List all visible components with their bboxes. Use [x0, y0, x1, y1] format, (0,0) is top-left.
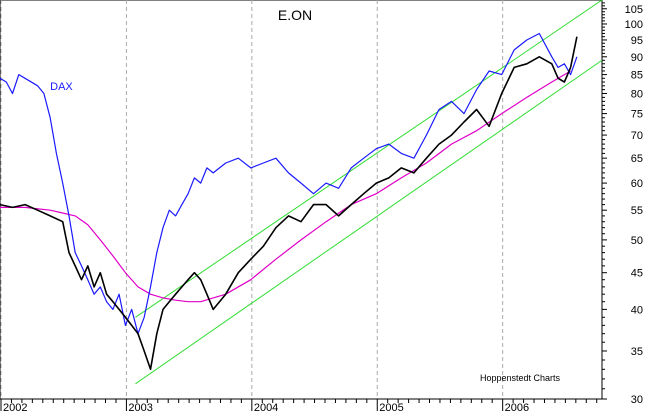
- x-tick-label: 2002: [3, 402, 27, 413]
- y-tick-label: 80: [631, 88, 643, 100]
- dax-line: [0, 32, 578, 335]
- x-tick-label: 2005: [379, 402, 403, 413]
- y-tick-label: 65: [631, 153, 643, 165]
- grid-lines: [0, 0, 504, 399]
- y-axis: 30 35 40 45 50 55 60 65 70 75 80 85 90 95 100 105: [602, 2, 643, 406]
- plot-frame: [0, 0, 603, 400]
- y-tick-label: 90: [631, 52, 643, 64]
- y-tick-label: 85: [631, 70, 643, 82]
- price-line: [0, 36, 578, 371]
- channel-line: [135, 59, 603, 385]
- moving-average-line: [0, 70, 571, 303]
- x-tick-label: 2004: [254, 402, 278, 413]
- source-label: Hoppenstedt Charts: [480, 373, 561, 383]
- y-tick-label: 35: [631, 346, 643, 358]
- y-tick-label: 60: [631, 178, 643, 190]
- x-tick-label: 2003: [128, 402, 152, 413]
- dax-annotation: DAX: [50, 81, 73, 93]
- y-tick-label: 70: [631, 130, 643, 142]
- y-tick-label: 100: [625, 19, 643, 31]
- series-lines: [0, 32, 578, 371]
- y-tick-label: 95: [631, 35, 643, 47]
- trend-channel: [135, 0, 603, 385]
- x-tick-label: 2006: [505, 402, 529, 413]
- annotations: DAX: [50, 81, 73, 93]
- x-axis: 2002 2003 2004 2005 2006: [0, 399, 598, 413]
- y-tick-label: 105: [625, 4, 643, 16]
- y-tick-label: 50: [631, 235, 643, 247]
- y-tick-label: 45: [631, 268, 643, 280]
- y-tick-label: 40: [631, 304, 643, 316]
- y-tick-label: 75: [631, 109, 643, 121]
- channel-line: [135, 0, 603, 318]
- y-tick-label: 55: [631, 205, 643, 217]
- y-tick-label: 30: [631, 394, 643, 406]
- chart-title: E.ON: [278, 7, 312, 23]
